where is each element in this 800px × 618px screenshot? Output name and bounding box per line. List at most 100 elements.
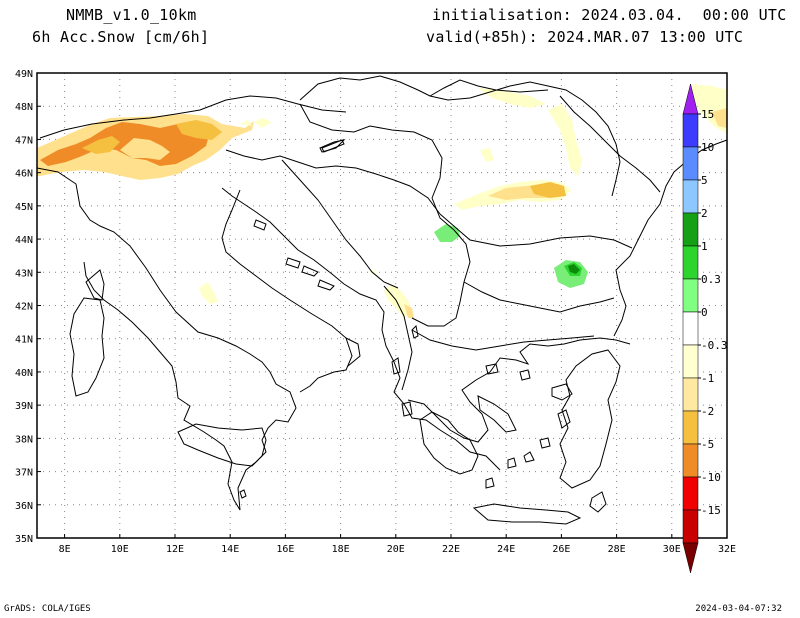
island-5 <box>507 457 517 469</box>
island-dalmatia-2 <box>285 257 301 269</box>
lon-label: 12E <box>166 544 184 555</box>
lat-label: 43N <box>15 268 33 279</box>
island-dalmatia-4 <box>317 279 335 291</box>
snow-alps-light-1 <box>254 118 272 128</box>
colorbar-label: 10 <box>701 141 714 154</box>
lat-label: 38N <box>15 434 33 445</box>
lat-label: 42N <box>15 302 33 313</box>
colorbar-bottom-arrow <box>682 542 699 574</box>
colorbar-label: -10 <box>701 471 721 484</box>
adriatic-east <box>221 187 501 471</box>
lon-label: 30E <box>663 544 681 555</box>
border-danube-lake <box>319 139 346 153</box>
island-dalmatia-3 <box>301 265 319 277</box>
latitude-labels: 49N 48N 47N 46N 45N 44N 43N 42N 41N 40N 39N 38N 37N 3… <box>15 69 41 545</box>
lat-label: 49N <box>15 69 33 80</box>
lon-label: 10E <box>111 544 129 555</box>
lon-label: 26E <box>552 544 570 555</box>
lon-label: 32E <box>718 544 736 555</box>
snow-apennines <box>199 282 218 304</box>
island-4 <box>523 451 535 463</box>
border-romania-bulgaria <box>439 213 633 249</box>
colorbar-label: 0.3 <box>701 273 721 286</box>
lon-label: 24E <box>497 544 515 555</box>
island-rhodes <box>589 491 607 513</box>
colorbar-segment <box>682 476 699 511</box>
longitude-labels: 8E 10E 12E 14E 16E 18E 20E 22E 24E 26E 28E 30E 32E <box>59 534 736 555</box>
sicily <box>177 423 267 467</box>
lat-label: 44N <box>15 235 33 246</box>
lake-balaton <box>321 139 345 153</box>
border-ukraine <box>429 79 549 97</box>
colorbar-segment <box>682 278 699 313</box>
colorbar-label: -15 <box>701 504 721 517</box>
colorbar-label: 0 <box>701 306 708 319</box>
border-slovenia-croatia <box>225 149 441 215</box>
colorbar-label: -0.3 <box>701 339 728 352</box>
footer-timestamp: 2024-03-04-07:32 <box>695 604 782 614</box>
snow-carpathians-gold <box>530 182 566 198</box>
lon-label: 28E <box>608 544 626 555</box>
colorbar-label: -5 <box>701 438 714 451</box>
model-title: NMMB_v1.0_10km <box>66 6 197 24</box>
island-2 <box>519 369 531 381</box>
lake-ohrid <box>411 324 419 339</box>
snow-alps-gold-2 <box>176 120 222 140</box>
colorbar-segment <box>682 146 699 181</box>
crete <box>472 503 582 525</box>
island-kefalonia <box>401 401 413 417</box>
lat-label: 48N <box>15 102 33 113</box>
snow-alps-orange-1 <box>40 122 210 166</box>
snow-alps-yellow-core <box>120 138 170 160</box>
border-albania <box>383 285 413 391</box>
lon-label: 20E <box>387 544 405 555</box>
lon-label: 18E <box>332 544 350 555</box>
field-title: 6h Acc.Snow [cm/6h] <box>32 28 210 46</box>
snow-albania <box>404 304 414 318</box>
border-greece-north <box>411 329 595 351</box>
lon-label: 22E <box>442 544 460 555</box>
colorbar-segment <box>682 245 699 280</box>
colorbar-segment <box>682 179 699 214</box>
island-corfu <box>391 357 401 375</box>
lat-label: 35N <box>15 534 33 545</box>
lon-label: 14E <box>221 544 239 555</box>
greece-coast <box>407 337 631 443</box>
lat-label: 41N <box>15 335 33 346</box>
border-alps <box>39 95 347 139</box>
snow-north-1 <box>548 104 582 176</box>
snow-fields <box>37 84 727 318</box>
peloponnese <box>419 411 479 475</box>
lat-label: 37N <box>15 468 33 479</box>
colorbar-label: -1 <box>701 372 714 385</box>
colorbar: 15 10 5 2 1 0.3 0 -0.3 -1 -2 -5 -10 -15 <box>682 83 728 574</box>
snow-alps-light-2 <box>240 120 252 126</box>
lat-label: 45N <box>15 202 33 213</box>
colorbar-label: 2 <box>701 207 708 220</box>
colorbar-segment <box>682 311 699 346</box>
lon-label: 16E <box>276 544 294 555</box>
footer-software: GrADS: COLA/IGES <box>4 604 91 614</box>
snow-north-2 <box>478 88 546 108</box>
neg-serbia <box>434 224 460 242</box>
colorbar-segment <box>682 509 699 544</box>
island-3 <box>539 437 551 449</box>
lat-label: 46N <box>15 169 33 180</box>
island-euboea <box>477 395 517 433</box>
colorbar-label: 5 <box>701 174 708 187</box>
valid-time: valid(+85h): 2024.MAR.07 13:00 UTC <box>426 28 744 46</box>
colorbar-label: -2 <box>701 405 714 418</box>
init-time: initialisation: 2024.03.04. 00:00 UTC <box>432 6 787 24</box>
border-moldova <box>559 95 661 193</box>
corsica <box>85 269 105 301</box>
sardinia <box>69 297 105 397</box>
island-malta <box>239 489 247 499</box>
italy-east-coast <box>221 189 353 393</box>
snow-northeast-yellow <box>712 108 727 128</box>
neg-bulgaria-core <box>568 264 580 274</box>
island-lesbos <box>551 383 573 401</box>
lon-label: 8E <box>59 544 71 555</box>
colorbar-segment <box>682 113 699 148</box>
colorbar-segment <box>682 377 699 412</box>
